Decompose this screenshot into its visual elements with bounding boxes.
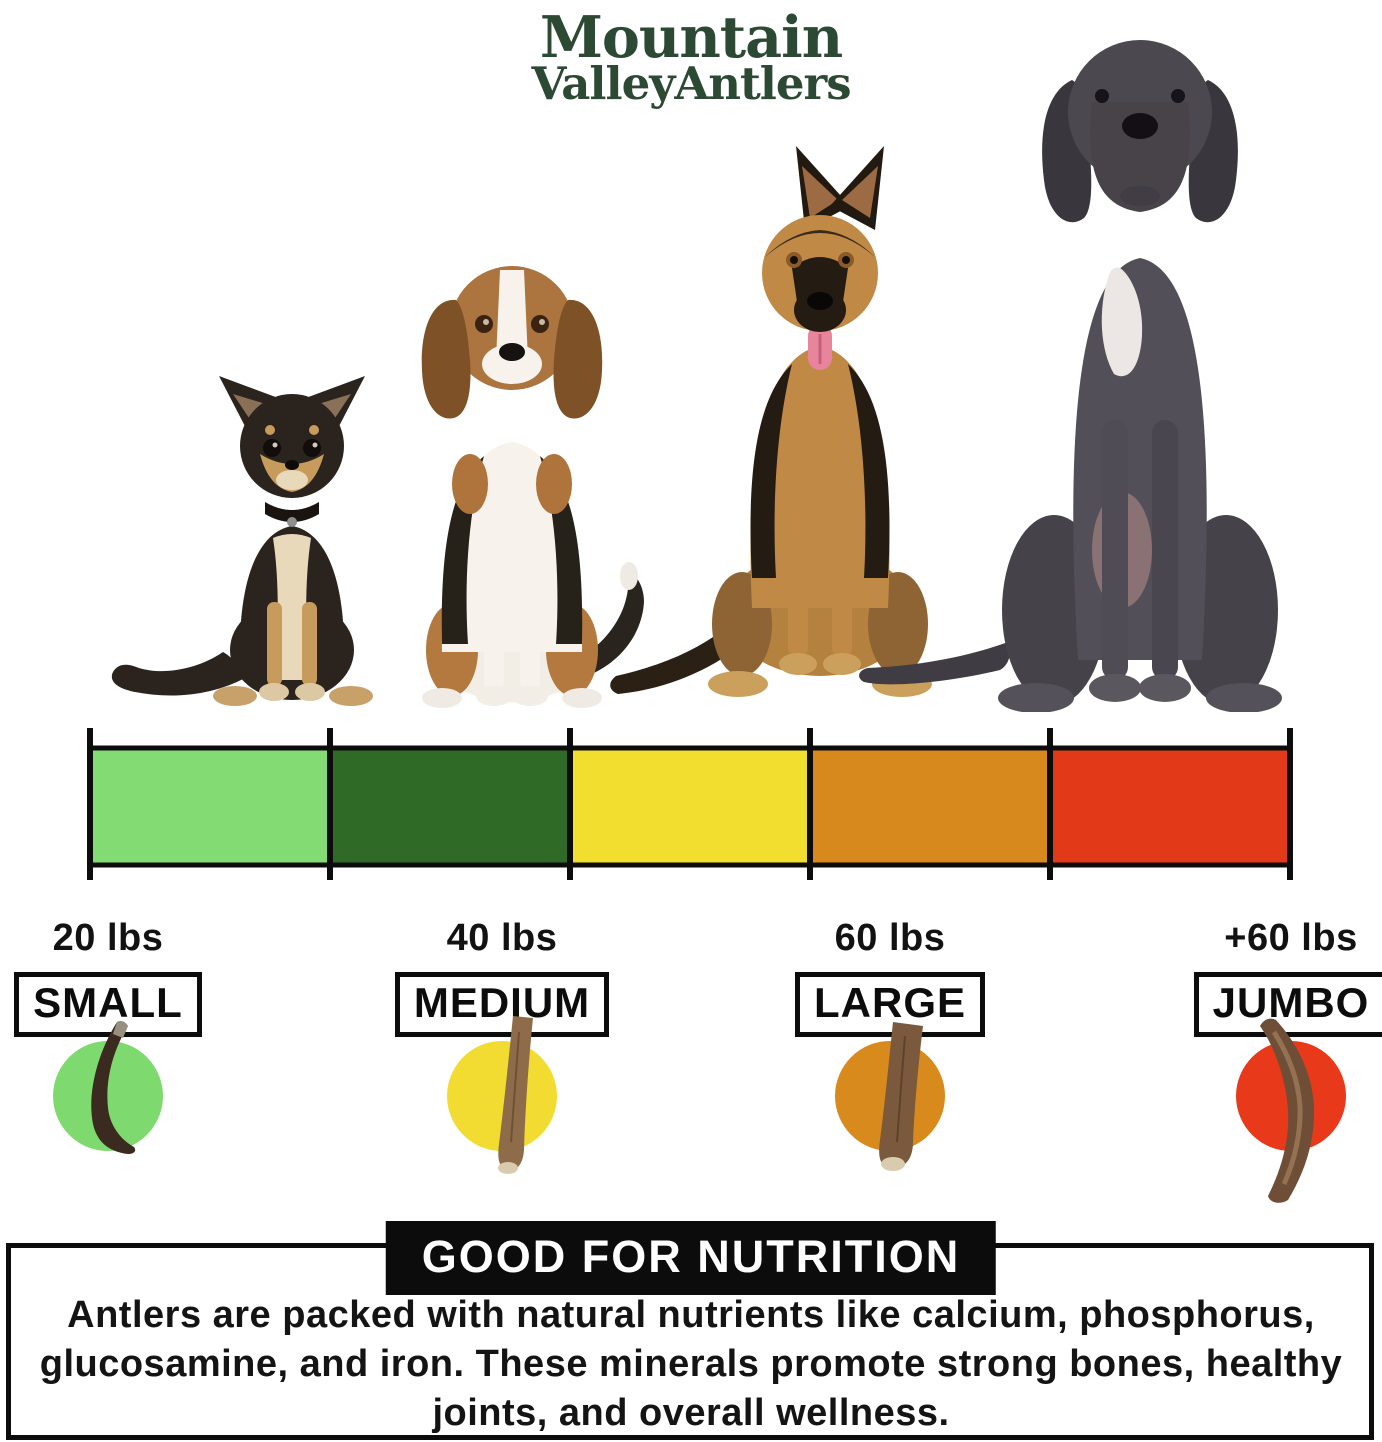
brand-name-line1: Mountain	[539, 4, 843, 71]
size-label-box: MEDIUM	[394, 972, 610, 1038]
nutrition-title-banner: GOOD FOR NUTRITION	[385, 1221, 997, 1295]
size-color-circle	[447, 1041, 557, 1151]
antler-medium-icon	[447, 1016, 557, 1174]
size-color-circle	[53, 1041, 163, 1151]
scale-segment-small-dark	[327, 745, 573, 868]
size-label-box: SMALL	[14, 972, 202, 1038]
scale-segment-jumbo	[1047, 745, 1293, 868]
weight-scale-bar	[87, 728, 1293, 880]
weight-label: 20 lbs	[52, 917, 164, 959]
size-category-large: 60 lbs LARGE	[778, 914, 1002, 1224]
dog-beagle-image	[421, 266, 644, 708]
scale-segment-large	[807, 745, 1053, 868]
weight-label: 40 lbs	[446, 917, 558, 959]
antler-jumbo-icon	[1236, 1018, 1346, 1203]
scale-segments	[87, 745, 1293, 868]
dog-german-shepherd-image	[610, 146, 932, 697]
nutrition-body-text: Antlers are packed with natural nutrient…	[16, 1291, 1366, 1438]
brand-logo: Mountain ValleyAntlers	[0, 8, 1382, 108]
nutrition-line-2: glucosamine, and iron. These minerals pr…	[39, 1343, 1343, 1385]
size-label-box: LARGE	[795, 972, 985, 1038]
weight-label: 60 lbs	[834, 917, 946, 959]
size-category-medium: 40 lbs MEDIUM	[390, 914, 614, 1224]
size-category-small: 20 lbs SMALL	[0, 914, 220, 1224]
scale-segment-medium	[567, 745, 813, 868]
scale-ticks	[87, 728, 1293, 880]
nutrition-line-1: Antlers are packed with natural nutrient…	[67, 1294, 1315, 1336]
antler-large-icon	[835, 1022, 945, 1171]
nutrition-line-3: joints, and overall wellness.	[432, 1392, 950, 1434]
scale-segment-small-light	[87, 745, 333, 868]
dog-chihuahua-image	[111, 376, 373, 706]
weight-label: +60 lbs	[1224, 917, 1358, 959]
brand-name-line2: ValleyAntlers	[531, 57, 851, 111]
dog-great-dane-image	[859, 40, 1282, 712]
size-category-jumbo: +60 lbs JUMBO	[1179, 914, 1382, 1224]
antler-small-icon	[53, 1021, 163, 1154]
